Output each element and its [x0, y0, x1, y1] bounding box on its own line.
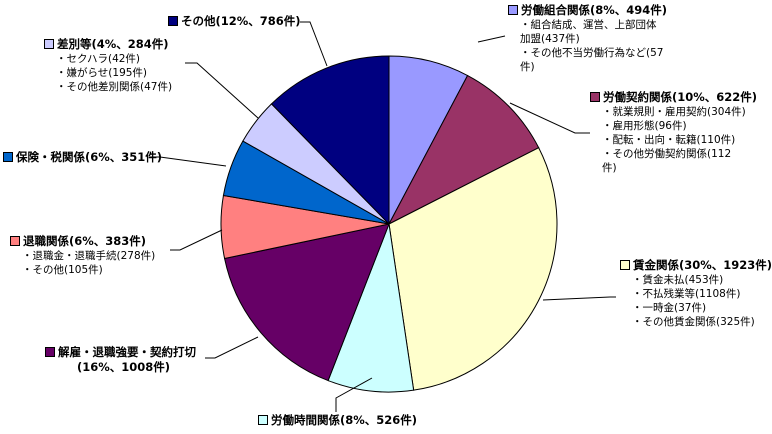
leader-line-hours — [335, 377, 373, 412]
leader-line-retire — [170, 229, 223, 251]
leader-line-union — [477, 35, 506, 43]
pie-slice-dismissal — [223, 223, 390, 382]
data-label-union: 労働組合関係(8%、494件) ・組合結成、運営、上部団体 加盟(437件) ・その他… — [508, 3, 667, 74]
legend-swatch-dismissal — [45, 347, 55, 357]
label-detail: ・その他賃金関係(325件) — [632, 316, 755, 328]
label-heading: 解雇・退職強要・契約打切 — [58, 345, 196, 359]
pie-slice-other — [270, 55, 390, 226]
data-label-retire: 退職関係(6%、383件) ・退職金・退職手続(278件) ・その他(105件) — [10, 234, 155, 277]
label-heading: 賃金関係(30%、1923件) — [633, 258, 772, 272]
leader-line-wage — [542, 296, 616, 301]
data-label-insurance: 保険・税関係(6%、351件) — [3, 150, 162, 165]
legend-swatch-union — [508, 5, 518, 15]
pie-slice-contract — [387, 74, 540, 226]
pie-slice-hours — [327, 222, 415, 393]
label-detail: ・その他不当労働行為など(57 — [520, 47, 664, 59]
data-label-dismissal: 解雇・退職強要・契約打切 (16%、1008件) — [45, 345, 196, 374]
label-heading: 差別等(4%、284件) — [57, 37, 169, 51]
pie-slice-wage — [388, 147, 558, 391]
data-label-discrim: 差別等(4%、284件) ・セクハラ(42件) ・嫌がらせ(195件) ・その他差別関… — [44, 37, 172, 94]
leader-line-insurance — [150, 156, 227, 167]
label-detail: 件) — [602, 162, 617, 174]
label-detail: ・その他差別関係(47件) — [56, 81, 173, 93]
label-detail: 加盟(437件) — [520, 33, 580, 45]
label-heading: 保険・税関係(6%、351件) — [16, 150, 163, 164]
legend-swatch-insurance — [3, 152, 13, 162]
leader-line-contract — [509, 102, 590, 134]
leader-line-discrim — [185, 62, 259, 119]
label-detail: ・雇用形態(96件) — [602, 120, 687, 132]
data-label-other: その他(12%、786件) — [168, 14, 301, 29]
label-heading-line2: (16%、1008件) — [77, 360, 171, 374]
label-heading: 労働時間関係(8%、526件) — [271, 413, 418, 427]
leader-line-other — [300, 21, 328, 67]
leader-line-dismissal — [205, 336, 259, 359]
label-heading: 退職関係(6%、383件) — [23, 234, 147, 248]
label-detail: ・配転・出向・転籍(110件) — [602, 134, 736, 146]
label-detail: ・嫌がらせ(195件) — [56, 67, 148, 79]
legend-swatch-other — [168, 16, 178, 26]
legend-swatch-wage — [620, 260, 630, 270]
legend-swatch-discrim — [44, 39, 54, 49]
data-label-contract: 労働契約関係(10%、622件) ・就業規則・雇用契約(304件) ・雇用形態(96… — [590, 90, 757, 175]
label-detail: ・その他(105件) — [22, 264, 103, 276]
data-label-wage: 賃金関係(30%、1923件) ・賃金未払(453件) ・不払残業等(1108件) ・… — [620, 258, 772, 329]
label-heading: 労働契約関係(10%、622件) — [603, 90, 758, 104]
legend-swatch-retire — [10, 236, 20, 246]
legend-swatch-contract — [590, 92, 600, 102]
label-detail: ・その他労働契約関係(112 — [602, 148, 732, 160]
label-detail: ・賃金未払(453件) — [632, 274, 724, 286]
label-detail: ・就業規則・雇用契約(304件) — [602, 106, 746, 118]
label-heading: 労働組合関係(8%、494件) — [521, 3, 668, 17]
label-detail: ・セクハラ(42件) — [56, 53, 141, 65]
data-label-hours: 労働時間関係(8%、526件) — [258, 413, 417, 428]
label-heading: その他(12%、786件) — [181, 14, 301, 28]
legend-swatch-hours — [258, 415, 268, 425]
label-detail: ・組合結成、運営、上部団体 — [520, 19, 657, 31]
label-detail: ・一時金(37件) — [632, 302, 707, 314]
label-detail: ・退職金・退職手続(278件) — [22, 250, 156, 262]
label-detail: 件) — [520, 61, 535, 73]
label-detail: ・不払残業等(1108件) — [632, 288, 741, 300]
